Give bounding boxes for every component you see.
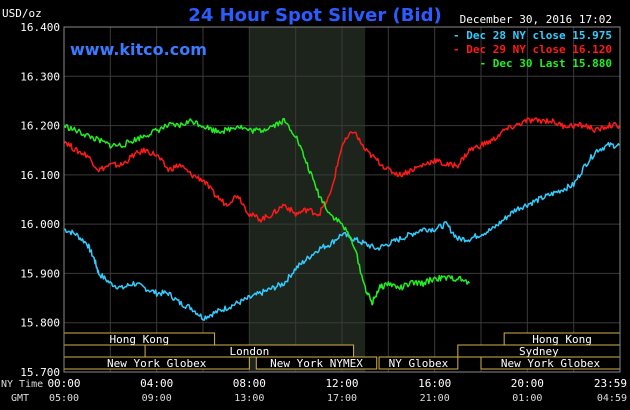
session-bar [255,356,378,370]
series-lines [63,117,621,321]
series-line [63,141,621,321]
nymex-session-shade [249,27,366,372]
session-label: NY Globex [389,357,449,370]
x-tick-label-gmt: 05:00 [49,393,79,404]
session-label: Hong Kong [109,333,169,346]
y-tick-label: 15.700 [20,366,60,379]
chart-title: 24 Hour Spot Silver (Bid) [188,5,441,26]
x-tick-label-ny: 23:59 [594,377,627,390]
session-label: Hong Kong [532,333,592,346]
x-tick-label-ny: 00:00 [47,377,80,390]
session-bar [378,356,459,370]
y-tick-label: 15.900 [20,267,60,280]
y-tick-label: 15.800 [20,317,60,330]
y-tick-label: 16.300 [20,70,60,83]
y-tick-label: 16.200 [20,120,60,133]
x-tick-label-gmt: 21:00 [420,393,450,404]
legend-entry: - Dec 29 NY close 16.120 [453,43,612,56]
gmt-axis-label: GMT [11,393,29,404]
site-url: www.kitco.com [70,40,207,59]
x-tick-label-ny: 12:00 [325,377,358,390]
x-tick-label-gmt: 04:59 [597,393,627,404]
session-label: New York NYMEX [270,357,363,370]
y-tick-label: 16.400 [20,21,60,34]
series-line [63,117,621,223]
ny-time-axis-label: NY Time [1,379,43,390]
x-tick-labels: 00:00 04:00 08:00 12:00 16:00 20:00 23:59 05:00… [47,377,627,404]
session-label: London [229,345,269,358]
session-label: New York Globex [501,357,601,370]
legend-entry: - Dec 28 NY close 15.975 [453,29,612,42]
legend-entry: - Dec 30 Last 15.880 [480,57,612,70]
x-tick-label-gmt: 09:00 [142,393,172,404]
x-tick-label-gmt: 13:00 [234,393,264,404]
y-tick-label: 16.100 [20,169,60,182]
plot-frame [63,26,621,373]
series-line [63,117,471,306]
date-label: December 30, 2016 17:02 [460,13,612,26]
y-tick-labels: 16.400 16.300 16.200 16.100 16.000 15.900 15.8… [20,21,60,379]
x-tick-label-ny: 20:00 [511,377,544,390]
x-tick-label-ny: 08:00 [233,377,266,390]
x-tick-label-ny: 04:00 [140,377,173,390]
x-tick-label-ny: 16:00 [418,377,451,390]
y-unit-label: USD/oz [2,7,42,20]
y-tick-label: 16.000 [20,218,60,231]
legend: - Dec 28 NY close 15.975- Dec 29 NY clos… [453,29,612,70]
session-label: New York Globex [107,357,207,370]
x-tick-label-gmt: 17:00 [327,393,357,404]
x-tick-label-gmt: 01:00 [512,393,542,404]
session-label: Sydney [519,345,559,358]
